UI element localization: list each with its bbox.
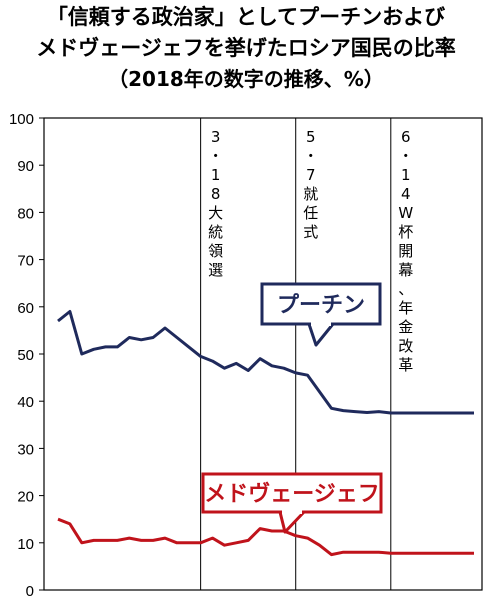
plot-frame xyxy=(43,117,483,591)
y-tick-label: 20 xyxy=(17,489,34,506)
chart-subtitle: （2018年の数字の推移、%） xyxy=(108,67,384,91)
y-tick-label: 80 xyxy=(17,205,34,222)
chart-title-line-2: メドヴェージェフを挙げたロシア国民の比率 xyxy=(36,36,456,60)
y-tick-label: 0 xyxy=(26,583,34,600)
callout-putin-label: プーチン xyxy=(277,293,365,318)
event-label: 5 ・ 7 就任式 xyxy=(303,128,318,241)
event-label: 6 ・ 1 4 W 杯開幕、年金改革 xyxy=(398,128,413,374)
y-tick-label: 90 xyxy=(17,158,34,175)
y-tick-label: 100 xyxy=(9,111,34,128)
callout-medvedev-label: メドヴェージェフ xyxy=(204,481,380,507)
callout-medvedev-pointer xyxy=(278,510,306,534)
series-line-putin xyxy=(57,310,474,415)
chart-title-line-1: 「信頼する政治家」としてプーチンおよび xyxy=(46,5,446,29)
event-label: 3 ・ 1 8 大統領選 xyxy=(208,128,223,279)
y-tick-label: 30 xyxy=(17,441,34,458)
callout-putin-box xyxy=(260,282,382,326)
y-tick-label: 60 xyxy=(17,300,34,317)
series-line-medvedev xyxy=(57,517,474,557)
y-tick-label: 40 xyxy=(17,394,34,411)
y-tick-label: 10 xyxy=(17,536,34,553)
callout-putin-pointer xyxy=(307,322,335,347)
y-tick-label: 50 xyxy=(17,347,34,364)
y-tick-label: 70 xyxy=(17,253,34,270)
